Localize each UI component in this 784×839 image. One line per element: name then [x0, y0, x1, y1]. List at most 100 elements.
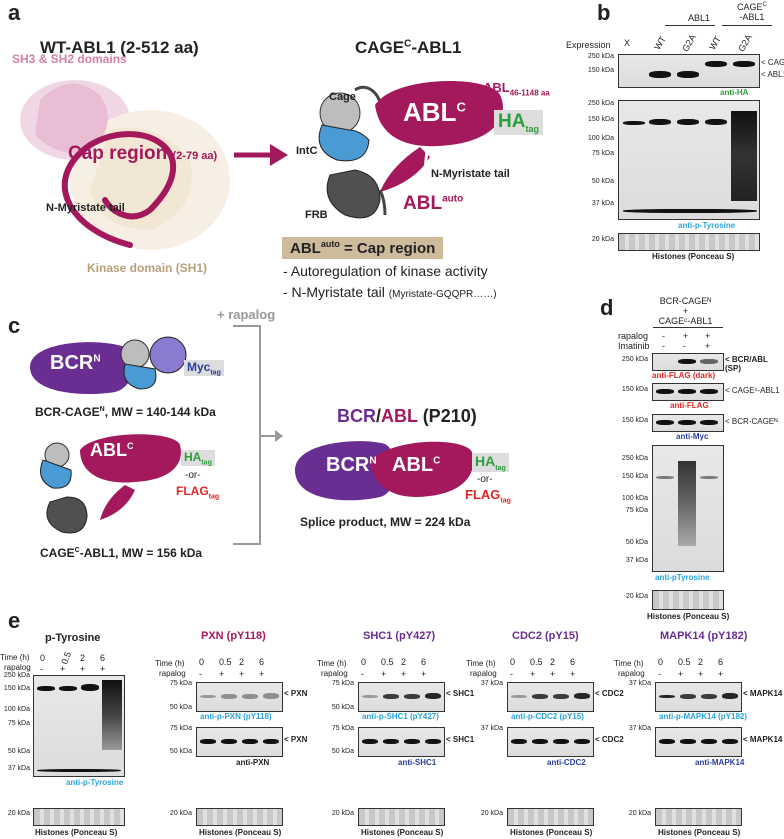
- blot-d-myc: [652, 414, 724, 432]
- header-line: CAGEᶜ-ABL1: [658, 316, 713, 326]
- ha-tag-c: HAtag: [181, 450, 215, 467]
- mw-label: 50 kDa: [331, 704, 354, 711]
- imatinib-val: -: [662, 341, 665, 351]
- anti-ptyr-label-d: anti-pTyrosine: [655, 573, 710, 582]
- group-cage-abl1-line: [722, 25, 772, 26]
- ha-tag: HAtag: [494, 110, 543, 135]
- blot-e-ponceau: [358, 808, 445, 826]
- time-val: 6: [570, 657, 576, 667]
- time-label: Time (h): [317, 659, 347, 668]
- rapalog-label: rapalog: [4, 663, 31, 672]
- blot-e-phospho: [358, 682, 445, 712]
- time-val: 2: [698, 657, 704, 667]
- time-label: Time (h): [614, 659, 644, 668]
- rapalog-val: +: [570, 669, 576, 679]
- time-val: 0: [361, 657, 367, 667]
- anti-total-label: anti-MAPK14: [695, 758, 745, 767]
- blot-e-total: [655, 727, 742, 757]
- anti-ha-label: anti-HA: [720, 88, 749, 97]
- mw-label: 20 kDa: [331, 810, 354, 817]
- mw-label: 50 kDa: [169, 704, 192, 711]
- expression-label: Expression: [566, 40, 611, 50]
- mw-label: 150 kDa: [621, 417, 648, 424]
- rapalog-label: rapalog: [618, 669, 645, 678]
- rapalog-val: +: [705, 331, 711, 341]
- rapalog-row-label: rapalog: [618, 331, 649, 341]
- panel-c-label: c: [8, 313, 21, 338]
- histones-label-b: Histones (Ponceau S): [652, 252, 735, 261]
- imatinib-row-label: Imatinib: [618, 341, 650, 351]
- time-label: Time (h): [466, 659, 496, 668]
- mw-label: 37 kDa: [480, 725, 503, 732]
- rapalog-label: rapalog: [159, 669, 186, 678]
- mw-label: 20 kDa: [7, 810, 30, 817]
- e-title-ptyr: p-Tyrosine: [45, 632, 101, 644]
- ha-tag-product: HAtag: [472, 453, 509, 472]
- time-label: Time (h): [0, 653, 30, 662]
- rapalog-val: +: [219, 669, 225, 679]
- abl1-structure-illustration: [20, 80, 230, 250]
- band-label: < PXN: [284, 689, 308, 698]
- band-label-cage-abl1-d: < CAGEᶜ-ABL1: [725, 386, 780, 395]
- blot-e-ponceau: [655, 808, 742, 826]
- time-label: Time (h): [155, 659, 185, 668]
- time-val: 0: [658, 657, 664, 667]
- bcr-abl-schematic: [295, 441, 474, 501]
- rapalog-val: -: [658, 669, 661, 679]
- histones-label-e1: Histones (Ponceau S): [35, 828, 118, 837]
- mw-label: 37 kDa: [625, 557, 648, 564]
- cage-abl1-title: CAGEC-ABL1: [355, 38, 462, 57]
- anti-phospho-label: anti-p-MAPK14 (pY182): [659, 712, 748, 721]
- lane-label: G2A: [736, 32, 754, 54]
- mw-label: 75 kDa: [7, 720, 30, 727]
- time-val: 2: [239, 657, 245, 667]
- band-label-bcr-abl: < BCR/ABL (SP): [725, 355, 768, 373]
- band-label: < MAPK14: [743, 689, 783, 698]
- e-title: PXN (pY118): [201, 630, 266, 642]
- splice-product-mw: Splice product, MW = 224 kDa: [300, 515, 471, 529]
- time-val: 6: [100, 653, 106, 663]
- anti-phospho-label: anti-p-SHC1 (pY427): [362, 712, 439, 721]
- anti-phospho-label: anti-p-CDC2 (pY15): [511, 712, 584, 721]
- header-line: BCR-CAGEᴺ: [659, 296, 712, 306]
- mw-label: 20 kDa: [480, 810, 503, 817]
- group-abl1-line: [665, 25, 715, 26]
- time-val: 0.5: [381, 657, 394, 667]
- lane-label: WT: [652, 34, 668, 52]
- bcrn-label-c: BCRN: [50, 352, 101, 374]
- header-line: +: [682, 306, 689, 316]
- histones-label: Histones (Ponceau S): [658, 828, 741, 837]
- histones-label: Histones (Ponceau S): [361, 828, 444, 837]
- mw-label: 37 kDa: [628, 680, 651, 687]
- ablc-label-c: ABLC: [90, 440, 134, 460]
- bcr-cage-mw: BCR-CAGEN, MW = 140-144 kDa: [35, 405, 216, 419]
- mw-label: 150 kDa: [621, 473, 648, 480]
- rapalog-val: +: [259, 669, 265, 679]
- lane-label: WT: [707, 34, 723, 52]
- blot-e-ponceau: [507, 808, 594, 826]
- histones-label-d: Histones (Ponceau S): [647, 612, 730, 621]
- sh3-sh2-label: SH3 & SH2 domains: [12, 52, 127, 66]
- mw-ladder-b: 250 kDa 150 kDa 100 kDa 75 kDa 50 kDa 37…: [578, 100, 614, 218]
- rapalog-val: -: [510, 669, 513, 679]
- mw-label: 75 kDa: [625, 507, 648, 514]
- time-val: 6: [421, 657, 427, 667]
- e-title: CDC2 (pY15): [512, 630, 579, 642]
- band-label-cage-abl1: < CAGEᶜ-ABL1: [761, 58, 784, 67]
- bullet-nmyristate: - N-Myristate tail (Myristate-GQQPR……): [283, 284, 497, 300]
- or-label-product: -or-: [477, 474, 493, 485]
- anti-ptyr-label-e: anti-p-Tyrosine: [66, 778, 124, 787]
- time-val: 6: [259, 657, 265, 667]
- blot-b-anti-ptyr: [618, 100, 760, 220]
- rapalog-val: +: [678, 669, 684, 679]
- mw-label: 75 kDa: [331, 680, 354, 687]
- frb-label: FRB: [305, 209, 328, 221]
- mw-label: 50 kDa: [169, 748, 192, 755]
- blot-e-total: [507, 727, 594, 757]
- band-label: < PXN: [284, 735, 308, 744]
- panel-b-label: b: [597, 0, 611, 25]
- mw-label: 250 kDa: [3, 672, 30, 679]
- mw-label: 100 kDa: [621, 495, 648, 502]
- mw-label: 75 kDa: [169, 680, 192, 687]
- cage-abl1-schematic: [318, 81, 503, 219]
